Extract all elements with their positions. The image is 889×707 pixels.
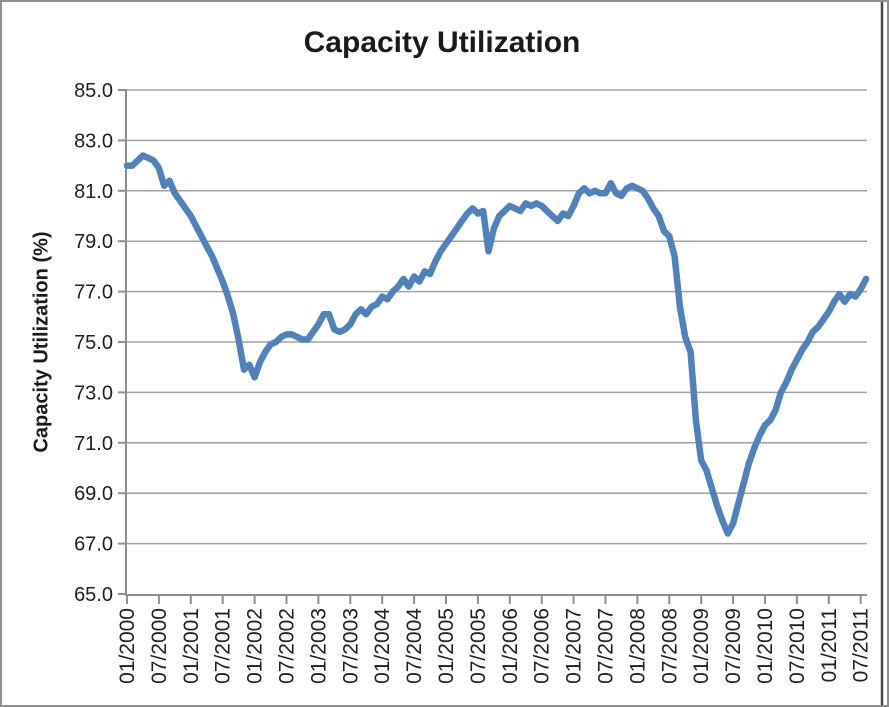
- y-tick-label: 67.0: [74, 534, 113, 556]
- x-tick-label: 07/2005: [467, 608, 490, 684]
- x-tick-label: 01/2000: [116, 608, 139, 684]
- y-tick-label: 69.0: [74, 483, 113, 505]
- y-tick-label: 81.0: [74, 181, 113, 203]
- y-tick-label: 77.0: [74, 282, 113, 304]
- x-tick-label: 01/2010: [754, 608, 777, 684]
- x-tick-label: 07/2011: [850, 608, 873, 682]
- data-line-capacity-utilization: [123, 152, 870, 537]
- x-tick-label: 07/2007: [594, 608, 617, 684]
- y-tick-label: 85.0: [74, 80, 113, 102]
- x-tick-label: 01/2003: [307, 608, 330, 684]
- x-tick-label: 07/2008: [658, 608, 681, 684]
- x-tick-label: 07/2000: [148, 608, 171, 684]
- x-tick-label: 01/2011: [818, 608, 841, 682]
- x-tick-label: 01/2005: [435, 608, 458, 684]
- y-tick-label: 65.0: [74, 584, 113, 606]
- x-tick-label: 07/2003: [339, 608, 362, 684]
- x-tick-label: 07/2009: [722, 608, 745, 684]
- x-tick-label: 01/2004: [371, 608, 394, 684]
- x-tick-label: 07/2001: [212, 608, 235, 684]
- x-tick-label: 01/2002: [244, 608, 267, 684]
- x-tick-label: 07/2006: [531, 608, 554, 684]
- x-tick-label: 07/2004: [403, 608, 426, 684]
- y-tick-label: 75.0: [74, 332, 113, 354]
- y-tick-label: 73.0: [74, 382, 113, 404]
- x-tick-label: 01/2001: [180, 608, 203, 684]
- x-tick-label: 07/2002: [275, 608, 298, 684]
- x-tick-label: 01/2008: [626, 608, 649, 684]
- x-tick-label: 01/2009: [690, 608, 713, 684]
- x-tick-label: 07/2010: [786, 608, 809, 684]
- x-tick-label: 01/2007: [563, 608, 586, 684]
- chart-title: Capacity Utilization: [303, 26, 581, 59]
- y-tick-label: 79.0: [74, 231, 113, 253]
- y-tick-label: 83.0: [74, 130, 113, 152]
- y-tick-label: 71.0: [74, 433, 113, 455]
- x-tick-label: 01/2006: [499, 608, 522, 684]
